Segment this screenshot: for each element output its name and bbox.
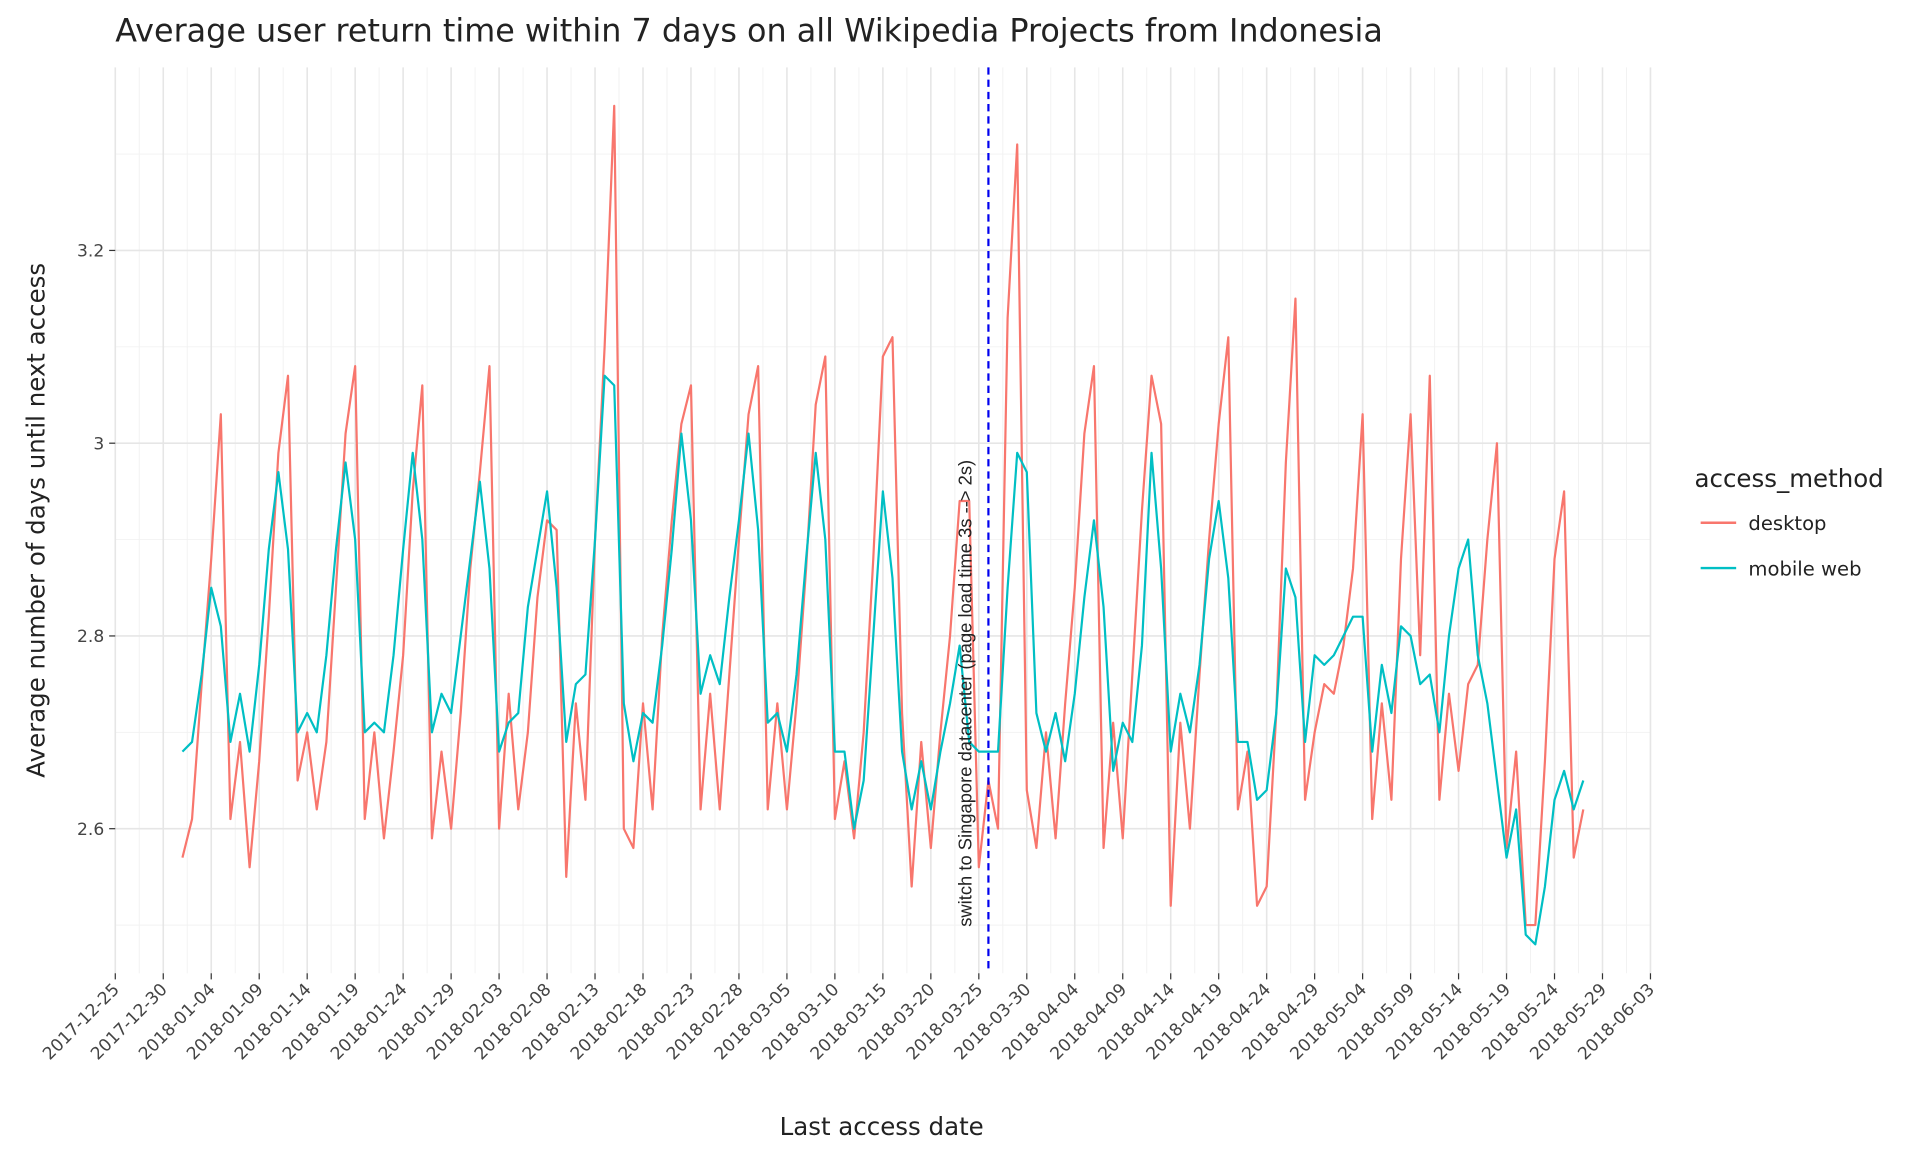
annotation: switch to Singapore datacenter (page loa…: [954, 460, 975, 927]
y-tick-label: 2.6: [77, 820, 104, 840]
legend-label: mobile web: [1748, 557, 1861, 580]
y-tick-label: 2.8: [77, 627, 104, 647]
legend-title: access_method: [1695, 464, 1884, 493]
y-axis-label: Average number of days until next access: [21, 263, 50, 778]
y-tick-label: 3: [93, 434, 104, 454]
chart-title: Average user return time within 7 days o…: [115, 12, 1383, 50]
y-tick-label: 3.2: [77, 242, 104, 262]
series-line: [181, 104, 1585, 927]
legend: access_method desktop mobile web: [1695, 464, 1884, 580]
series-line: [181, 374, 1585, 946]
x-axis-label: Last access date: [780, 1112, 984, 1141]
plot-lines: switch to Singapore datacenter (page loa…: [181, 67, 1585, 974]
legend-label: desktop: [1748, 512, 1826, 535]
